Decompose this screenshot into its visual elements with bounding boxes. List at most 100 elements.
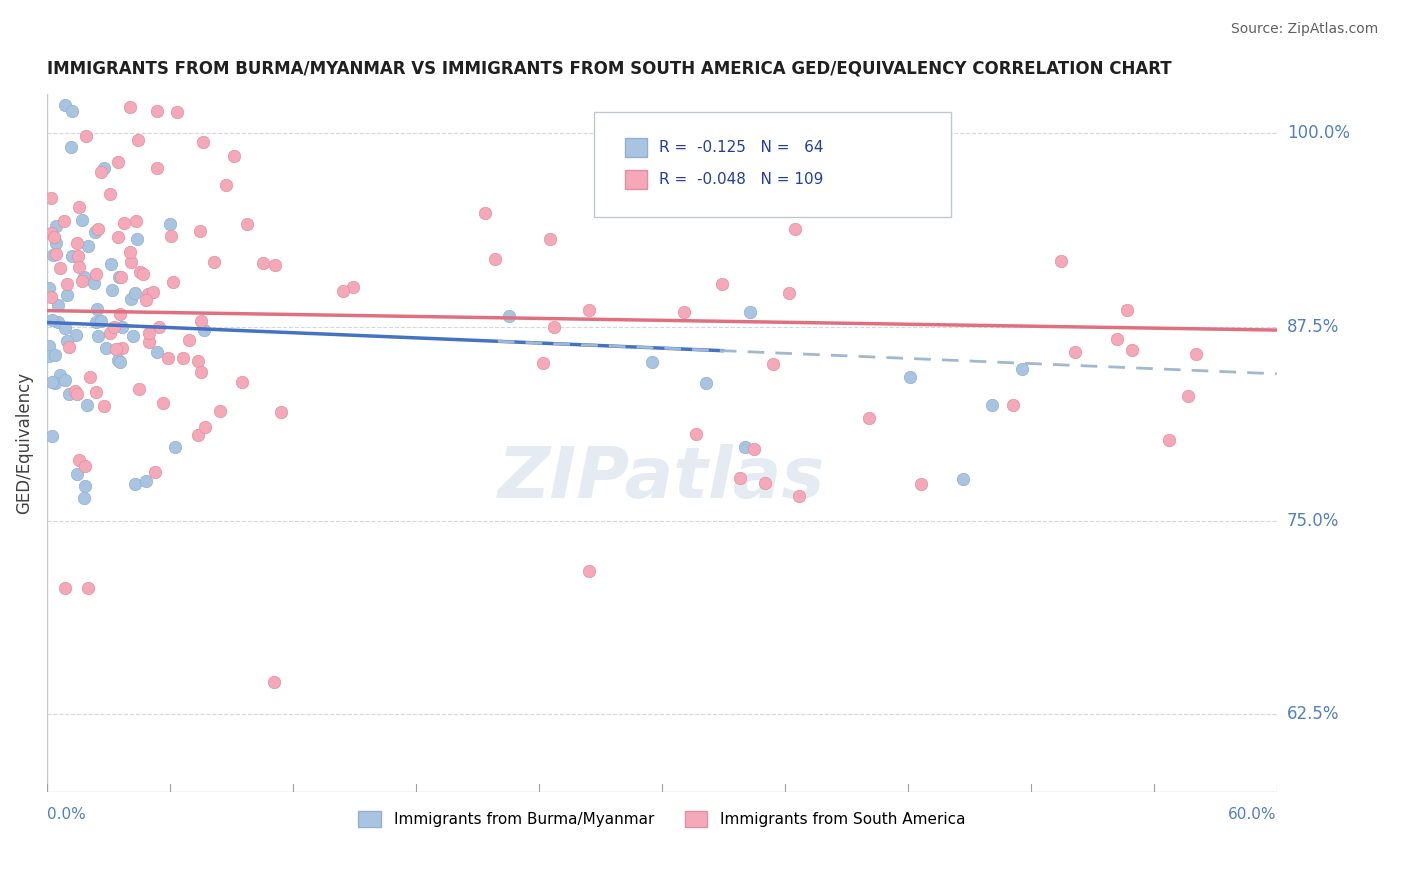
Point: [120, 255, 142, 269]
Point: [209, 404, 232, 418]
Point: [231, 375, 253, 389]
Point: [578, 564, 600, 578]
Point: [90, 165, 112, 179]
Point: [65, 327, 87, 342]
Point: [152, 395, 174, 409]
Point: [578, 303, 600, 318]
Point: [1177, 389, 1199, 403]
Point: [69, 453, 91, 467]
Point: [72, 212, 94, 227]
Point: [87, 329, 110, 343]
Point: [215, 178, 238, 192]
Point: [45, 235, 67, 250]
Point: [38, 281, 60, 295]
Point: [124, 477, 146, 491]
Point: [107, 230, 129, 244]
Text: ZIPatlas: ZIPatlas: [498, 443, 825, 513]
Point: [44, 348, 66, 362]
FancyBboxPatch shape: [624, 138, 647, 157]
Point: [93, 400, 115, 414]
Point: [163, 440, 186, 454]
Point: [1049, 254, 1071, 268]
Point: [93, 161, 115, 175]
Point: [105, 342, 128, 356]
Point: [72, 273, 94, 287]
Point: [187, 354, 209, 368]
FancyBboxPatch shape: [624, 169, 647, 188]
Point: [190, 365, 212, 379]
Point: [87, 221, 110, 235]
Point: [162, 275, 184, 289]
Point: [76, 398, 98, 412]
Point: [146, 103, 169, 118]
Point: [53, 213, 76, 227]
Point: [39, 290, 62, 304]
Point: [46, 315, 69, 329]
Point: [138, 326, 160, 340]
Point: [202, 255, 225, 269]
Point: [53, 581, 76, 595]
Point: [98, 187, 121, 202]
Point: [48, 260, 70, 275]
Text: R =  -0.125   N =   64: R = -0.125 N = 64: [659, 140, 824, 155]
Point: [38, 339, 60, 353]
Point: [79, 369, 101, 384]
Point: [1011, 362, 1033, 376]
Point: [263, 259, 285, 273]
Point: [39, 192, 62, 206]
Point: [1159, 433, 1181, 447]
Point: [538, 231, 561, 245]
Point: [156, 351, 179, 365]
Point: [193, 323, 215, 337]
Point: [146, 345, 169, 359]
Point: [898, 370, 921, 384]
Point: [44, 376, 66, 391]
Point: [672, 305, 695, 319]
Point: [734, 441, 756, 455]
Point: [86, 301, 108, 316]
Text: R =  -0.048   N = 109: R = -0.048 N = 109: [659, 171, 824, 186]
Point: [73, 459, 96, 474]
Point: [138, 335, 160, 350]
Point: [66, 467, 89, 482]
Point: [120, 292, 142, 306]
Point: [45, 219, 67, 234]
Point: [132, 268, 155, 282]
Point: [58, 387, 80, 401]
Point: [124, 285, 146, 300]
Point: [63, 384, 86, 399]
Point: [224, 149, 246, 163]
Point: [695, 376, 717, 390]
Point: [711, 277, 734, 292]
Point: [1064, 345, 1087, 359]
Text: 62.5%: 62.5%: [1286, 706, 1340, 723]
Point: [685, 427, 707, 442]
Point: [160, 228, 183, 243]
Point: [783, 221, 806, 235]
Point: [60, 103, 83, 118]
Text: 100.0%: 100.0%: [1286, 124, 1350, 142]
Point: [1001, 398, 1024, 412]
Point: [166, 105, 188, 120]
Point: [56, 277, 79, 291]
Point: [67, 200, 90, 214]
Point: [142, 285, 165, 299]
Point: [179, 333, 201, 347]
Point: [762, 358, 785, 372]
Point: [121, 329, 143, 343]
Point: [172, 351, 194, 365]
Point: [76, 581, 98, 595]
Point: [858, 411, 880, 425]
Point: [67, 260, 90, 275]
Point: [728, 471, 751, 485]
Point: [107, 352, 129, 367]
Point: [84, 225, 107, 239]
Point: [84, 267, 107, 281]
Point: [159, 217, 181, 231]
Point: [778, 285, 800, 300]
Point: [187, 428, 209, 442]
Point: [98, 326, 121, 341]
Point: [1121, 343, 1143, 357]
Text: IMMIGRANTS FROM BURMA/MYANMAR VS IMMIGRANTS FROM SOUTH AMERICA GED/EQUIVALENCY C: IMMIGRANTS FROM BURMA/MYANMAR VS IMMIGRA…: [46, 60, 1171, 78]
Point: [111, 342, 134, 356]
